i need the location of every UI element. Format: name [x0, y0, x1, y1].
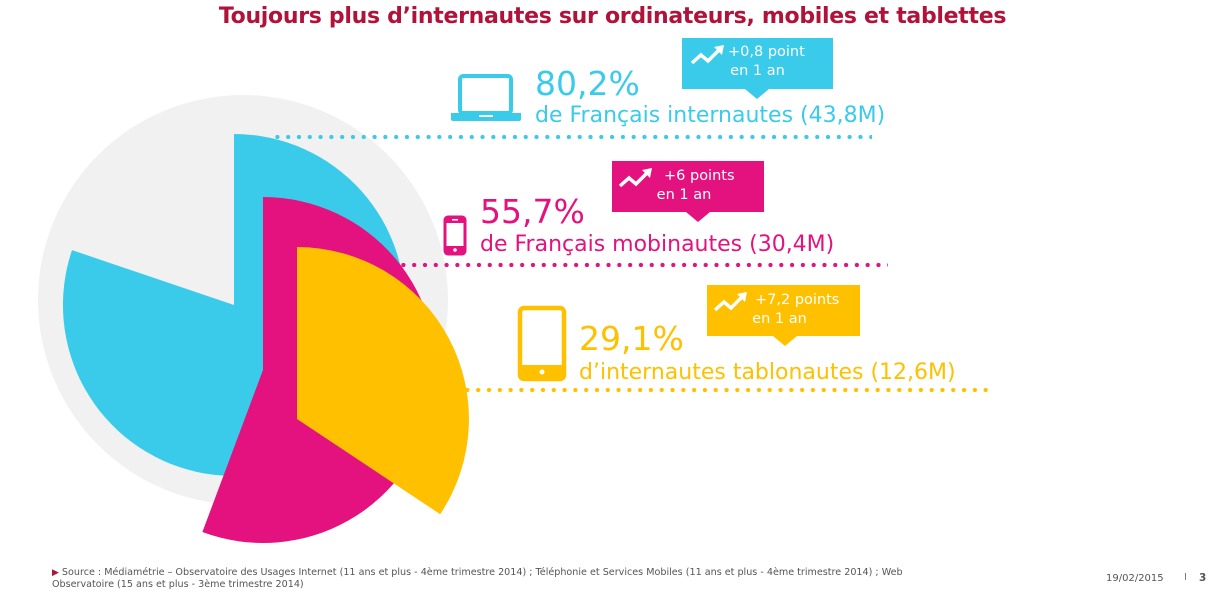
trend-value-mobinautes: +6 points: [664, 168, 735, 184]
leader-line-tablonautes: [462, 388, 990, 392]
source-line-1: Source : Médiamétrie – Observatoire des …: [61, 567, 903, 578]
value-label-internautes: 80,2%: [535, 64, 640, 103]
smartphone-icon: [443, 215, 467, 256]
badge-pointer: [773, 336, 797, 346]
badge-pointer: [745, 89, 769, 99]
pie-slice-tablonautes: [297, 247, 469, 515]
trend-value-tablonautes: +7,2 points: [755, 292, 840, 308]
trend-period-internautes: en 1 an: [730, 63, 785, 79]
trend-up-icon: [713, 292, 747, 312]
source-line-2: Observatoire (15 ans et plus - 3ème trim…: [52, 579, 304, 590]
laptop-icon: [451, 74, 521, 121]
slide-date: 19/02/2015: [1106, 573, 1164, 584]
value-label-mobinautes: 55,7%: [480, 192, 585, 231]
value-label-tablonautes: 29,1%: [579, 319, 684, 358]
trend-period-mobinautes: en 1 an: [656, 187, 712, 203]
tablet-icon: [517, 305, 567, 382]
page-number: 3: [1199, 572, 1207, 584]
description-mobinautes: de Français mobinautes (30,4M): [480, 232, 835, 257]
badge-pointer: [686, 212, 710, 222]
trend-badge-mobinautes: +6 points en 1 an: [612, 161, 764, 222]
bullet-triangle-icon: ▶: [52, 568, 59, 578]
source-note: ▶ Source : Médiamétrie – Observatoire des…: [52, 567, 1042, 591]
trend-badge-tablonautes: +7,2 points en 1 an: [707, 285, 860, 346]
leader-line-internautes: [272, 135, 872, 139]
leader-line-mobinautes: [398, 263, 888, 267]
page-title: Toujours plus d’internautes sur ordinate…: [218, 4, 1007, 29]
description-tablonautes: d’internautes tablonautes (12,6M): [579, 360, 956, 385]
description-internautes: de Français internautes (43,8M): [535, 103, 886, 128]
trend-value-internautes: +0,8 point: [728, 44, 805, 60]
trend-up-icon: [690, 45, 724, 65]
trend-badge-internautes: +0,8 point en 1 an: [682, 38, 833, 99]
trend-period-tablonautes: en 1 an: [752, 311, 807, 327]
trend-up-icon: [618, 168, 652, 188]
footer-separator: I: [1184, 572, 1187, 583]
